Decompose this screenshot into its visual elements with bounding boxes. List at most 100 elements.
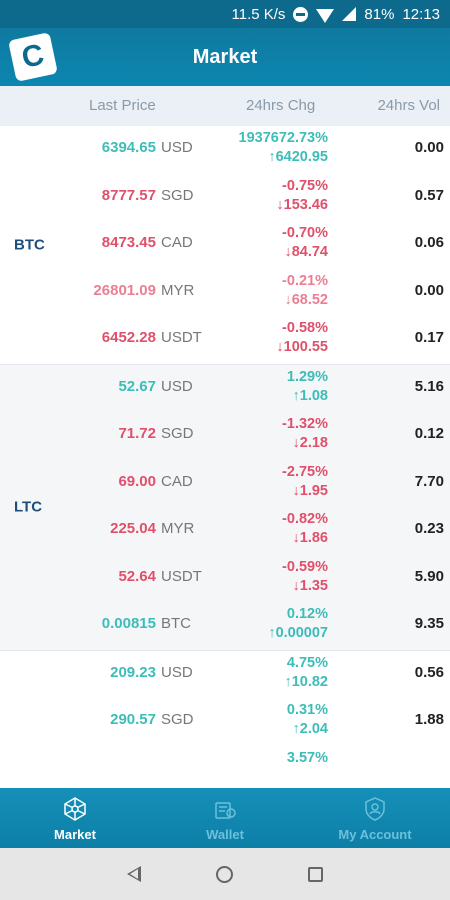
change-percent: -1.32% [282,416,328,432]
change-cell: 0.31% ↑2.04 [287,701,328,739]
bottom-tab-bar: Market Wallet My Account [0,788,450,848]
market-row[interactable]: 6452.28 USDT -0.58% ↓100.55 0.17 [0,316,450,364]
market-row[interactable]: 8777.57 SGD -0.75% ↓153.46 0.57 [0,174,450,222]
recent-apps-icon[interactable] [307,866,323,882]
last-price: 52.67 [118,377,156,395]
volume: 0.17 [414,329,444,346]
tab-market[interactable]: Market [0,788,150,848]
coin-group: LTC 52.67 USD 1.29% ↑1.08 5.16 71.72 SGD -1.32% ↓… [0,364,450,651]
change-percent: -0.21% [282,272,328,289]
last-price: 0.00815 [101,615,156,632]
change-percent: -0.70% [282,225,328,241]
change-percent: 3.57% [286,749,328,766]
change-cell: -2.75% ↓1.95 [282,463,328,501]
status-bar: 11.5 K/s 81% 12:13 [0,0,450,28]
change-amount: ↑0.00007 [268,625,328,641]
volume: 0.57 [414,186,444,204]
market-row[interactable]: 209.23 USD 4.75% ↑10.82 0.56 [0,651,450,699]
battery-level: 81% [364,5,395,23]
market-row[interactable]: 6394.65 USD 1937672.73% ↑6420.95 0.00 [0,126,450,174]
quote-currency: USDT [161,567,202,585]
change-cell: -0.21% ↓68.52 [282,272,328,310]
market-row[interactable]: 290.57 SGD 0.31% ↑2.04 1.88 [0,698,450,746]
change-percent: 4.75% [286,654,328,671]
network-icon [62,796,88,822]
last-price: 26801.09 [93,281,156,299]
change-cell: 3.57% [287,749,328,768]
market-row[interactable]: 69.00 CAD -2.75% ↓1.95 7.70 [0,460,450,508]
change-percent: 0.31% [286,702,328,718]
change-percent: -0.75% [282,177,328,194]
change-cell: -0.70% ↓84.74 [282,224,328,262]
market-row[interactable]: 8473.45 CAD -0.70% ↓84.74 0.06 [0,221,450,269]
market-row[interactable]: 0.00815 BTC 0.12% ↑0.00007 9.35 [0,602,450,650]
volume: 5.90 [414,567,444,585]
quote-currency: MYR [161,520,195,537]
quote-currency: CAD [161,472,193,490]
last-price: 290.57 [110,711,156,728]
last-price: 225.04 [110,520,156,537]
change-percent: -0.59% [282,558,328,575]
shield-user-icon [362,796,388,822]
quote-currency: SGD [161,711,194,728]
network-speed: 11.5 K/s [231,5,286,23]
system-nav-bar [0,848,450,900]
volume: 7.70 [414,472,444,490]
market-row[interactable]: 3.57% [0,746,450,789]
last-price: 52.64 [118,567,156,585]
change-amount: ↓1.86 [292,530,328,546]
change-amount: ↑6420.95 [268,149,328,165]
volume: 0.00 [414,281,444,299]
change-amount: ↓2.18 [292,435,328,451]
column-headers: Last Price 24hrs Chg 24hrs Vol [0,86,450,126]
market-row[interactable]: 71.72 SGD -1.32% ↓2.18 0.12 [0,412,450,460]
change-percent: 0.12% [286,606,328,622]
quote-currency: USD [161,377,193,395]
coin-group: 209.23 USD 4.75% ↑10.82 0.56 290.57 SGD 0.31% ↑2… [0,651,450,789]
do-not-disturb-icon [293,6,309,22]
change-percent: -0.82% [282,511,328,527]
quote-currency: CAD [161,234,193,251]
quote-currency: USDT [161,329,202,346]
change-amount: ↑10.82 [284,673,328,690]
change-cell: -0.58% ↓100.55 [276,319,328,357]
last-price: 71.72 [118,425,156,442]
last-price: 6452.28 [101,329,156,346]
change-cell: 0.12% ↑0.00007 [268,605,328,643]
change-amount: ↓153.46 [276,196,328,213]
quote-currency: USD [161,139,193,156]
change-cell: 1.29% ↑1.08 [287,368,328,406]
change-percent: 1.29% [286,368,328,385]
tab-my-account[interactable]: My Account [300,788,450,848]
tab-wallet[interactable]: Wallet [150,788,300,848]
change-amount: ↓84.74 [284,244,328,260]
change-cell: -0.82% ↓1.86 [282,510,328,548]
change-amount: ↑2.04 [292,721,328,737]
coin-group: BTC 6394.65 USD 1937672.73% ↑6420.95 0.00 8777… [0,126,450,365]
tab-label: Market [54,827,96,842]
change-percent: -2.75% [282,463,328,480]
last-price: 69.00 [118,472,156,490]
quote-currency: MYR [161,281,195,299]
volume: 0.06 [414,234,444,251]
market-row[interactable]: 26801.09 MYR -0.21% ↓68.52 0.00 [0,269,450,317]
market-table[interactable]: BTC 6394.65 USD 1937672.73% ↑6420.95 0.00 8777… [0,126,450,788]
change-cell: 1937672.73% ↑6420.95 [239,129,329,167]
change-cell: -1.32% ↓2.18 [282,415,328,453]
market-row[interactable]: 52.67 USD 1.29% ↑1.08 5.16 [0,365,450,413]
back-icon[interactable] [127,866,142,882]
volume: 0.23 [414,520,444,537]
last-price: 8473.45 [101,234,156,251]
change-amount: ↓68.52 [284,291,328,308]
home-icon[interactable] [215,865,233,883]
quote-currency: USD [161,663,193,681]
wifi-icon [316,9,335,23]
change-cell: 4.75% ↑10.82 [284,654,328,692]
change-amount: ↓1.95 [292,482,328,499]
coin-label: LTC [14,498,43,516]
quote-currency: SGD [161,186,194,204]
market-row[interactable]: 52.64 USDT -0.59% ↓1.35 5.90 [0,555,450,603]
market-row[interactable]: 225.04 MYR -0.82% ↓1.86 0.23 [0,507,450,555]
page-title: Market [192,46,258,68]
change-amount: ↑1.08 [292,387,328,404]
